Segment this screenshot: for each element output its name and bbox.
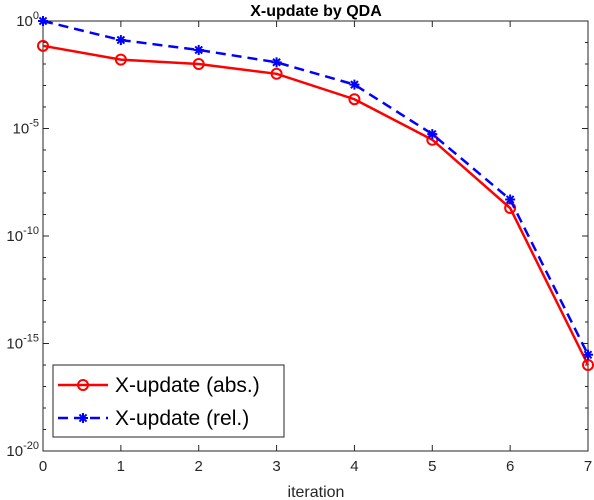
data-point-asterisk xyxy=(505,194,516,205)
series-line xyxy=(42,19,590,356)
data-point-circle xyxy=(37,39,49,52)
data-point-asterisk xyxy=(427,129,438,140)
data-point-circle xyxy=(77,379,89,391)
data-point-circle xyxy=(270,67,283,80)
y-tick-label: 10-15 xyxy=(6,333,39,353)
y-tick-label: 10-20 xyxy=(6,440,39,460)
y-tick-label: 10-10 xyxy=(6,225,39,245)
chart-title: X-update by QDA xyxy=(250,3,382,20)
data-point-asterisk xyxy=(38,16,48,26)
x-tick-label: 7 xyxy=(584,458,592,475)
series-layer xyxy=(37,16,594,371)
x-tick-label: 6 xyxy=(506,458,514,475)
legend: X-update (abs.) X-update (rel.) xyxy=(52,364,285,438)
x-axis-label: iteration xyxy=(288,484,345,500)
data-point-circle xyxy=(582,359,594,371)
data-point-circle xyxy=(192,58,205,70)
data-point-asterisk xyxy=(115,35,126,46)
x-tick-label: 4 xyxy=(350,458,358,475)
data-point-asterisk xyxy=(349,79,360,90)
series-line xyxy=(42,44,590,366)
legend-label: X-update (rel.) xyxy=(115,407,249,430)
data-point-asterisk xyxy=(78,413,88,423)
series-2 xyxy=(38,16,593,360)
data-point-circle xyxy=(114,53,127,66)
x-tick-label: 0 xyxy=(39,458,47,475)
data-point-asterisk xyxy=(271,57,282,68)
axis-ticks: 0 1 2 3 4 5 6 7 100 10-5 10-10 10-15 10-20 xyxy=(6,10,592,475)
data-point-asterisk xyxy=(583,349,593,360)
legend-label: X-update (abs.) xyxy=(115,374,260,397)
x-tick-label: 2 xyxy=(195,458,203,475)
legend-entry: X-update (rel.) xyxy=(58,407,249,430)
legend-entry: X-update (abs.) xyxy=(58,374,260,397)
data-point-asterisk xyxy=(193,44,204,55)
data-point-circle xyxy=(348,93,361,106)
x-tick-label: 3 xyxy=(272,458,280,475)
legend-box xyxy=(52,364,285,438)
x-tick-label: 1 xyxy=(117,458,125,475)
y-tick-label: 10-5 xyxy=(13,118,39,138)
y-tick-label: 100 xyxy=(16,10,39,30)
x-tick-label: 5 xyxy=(428,458,436,475)
